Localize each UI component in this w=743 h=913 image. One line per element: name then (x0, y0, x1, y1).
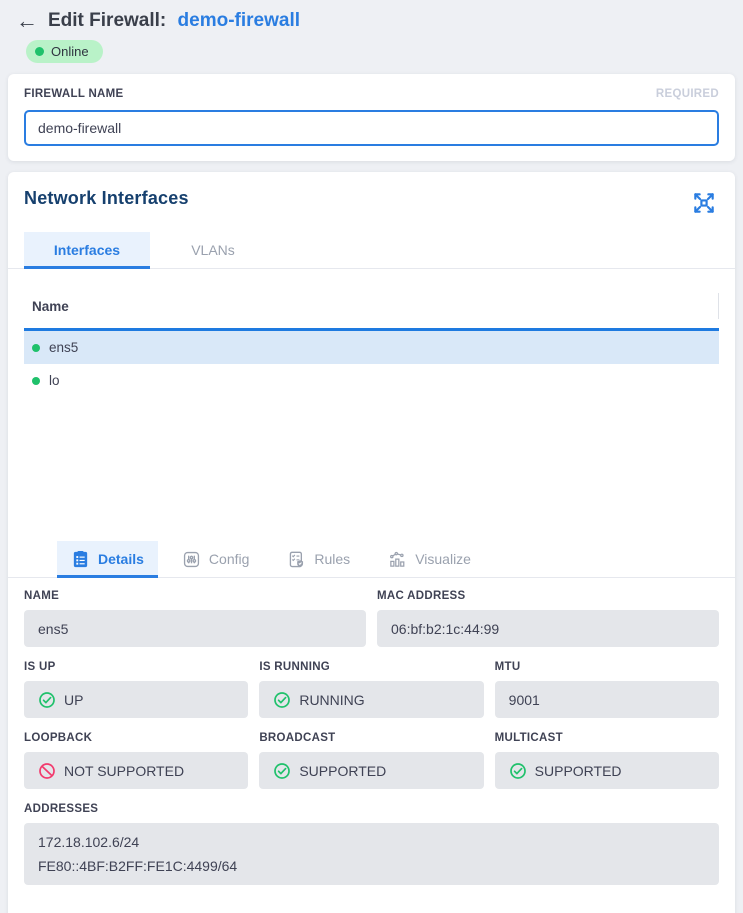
check-circle-icon (39, 691, 55, 708)
tab-vlans[interactable]: VLANs (150, 232, 276, 268)
field-loopback-value: NOT SUPPORTED (24, 752, 249, 789)
interface-up-dot-icon (32, 343, 40, 352)
field-mtu-label: MTU (494, 661, 521, 673)
field-is-up-label: IS UP (24, 661, 56, 673)
interface-name: ens5 (49, 340, 79, 355)
field-addresses-label: ADDRESSES (24, 803, 99, 815)
table-header-name[interactable]: Name (24, 285, 719, 331)
network-interfaces-card: Network Interfaces Interfaces VLANs (8, 172, 735, 913)
column-resize-handle[interactable] (718, 293, 719, 319)
page-title-text: Edit Firewall: (48, 10, 167, 31)
tab-rules-label: Rules (314, 551, 351, 567)
field-broadcast-text: SUPPORTED (299, 762, 387, 779)
check-circle-icon (509, 762, 526, 779)
firewall-name-link[interactable]: demo-firewall (177, 10, 301, 31)
field-multicast-label: MULTICAST (494, 732, 563, 744)
table-row-ens5[interactable]: ens5 (24, 331, 719, 364)
interfaces-table: Name ens5 lo (8, 285, 735, 531)
table-row-lo[interactable]: lo (24, 364, 719, 397)
field-mtu-value: 9001 (494, 681, 719, 718)
network-interfaces-title: Network Interfaces (24, 188, 189, 208)
field-multicast-text: SUPPORTED (534, 762, 622, 779)
field-broadcast-value: SUPPORTED (259, 752, 484, 789)
not-allowed-icon (39, 762, 55, 779)
field-mac-address: MAC ADDRESS 06:bf:b2:1c:44:99 (377, 590, 719, 647)
field-mac-text: 06:bf:b2:1c:44:99 (391, 620, 500, 637)
field-name-text: ens5 (38, 620, 69, 637)
tab-visualize[interactable]: Visualize (374, 541, 485, 577)
field-is-up-text: UP (64, 691, 84, 708)
clipboard-list-icon (73, 550, 88, 567)
tab-visualize-label: Visualize (415, 551, 471, 567)
field-broadcast-label: BROADCAST (259, 732, 336, 744)
status-dot-icon (35, 47, 44, 56)
chart-icon (390, 551, 405, 567)
field-multicast: MULTICAST SUPPORTED (494, 732, 719, 789)
tab-rules[interactable]: Rules (273, 541, 364, 577)
interface-tabs: Interfaces VLANs (8, 232, 735, 269)
tab-interfaces-label: Interfaces (53, 242, 121, 258)
field-is-running-value: RUNNING (259, 681, 484, 718)
field-loopback-label: LOOPBACK (24, 732, 93, 744)
field-mac-value: 06:bf:b2:1c:44:99 (377, 610, 719, 647)
page-title: Edit Firewall: demo-firewall (48, 10, 300, 32)
tab-interfaces[interactable]: Interfaces (24, 232, 150, 269)
check-circle-icon (274, 762, 291, 779)
tab-details-label: Details (98, 551, 144, 567)
address-ipv4: 172.18.102.6/24 (38, 834, 140, 850)
address-ipv6: FE80::4BF:B2FF:FE1C:4499/64 (38, 858, 238, 874)
page-header: ← Edit Firewall: demo-firewall (8, 6, 735, 32)
field-broadcast: BROADCAST SUPPORTED (259, 732, 484, 789)
required-label: REQUIRED (655, 88, 719, 100)
field-is-up-value: UP (24, 681, 249, 718)
interface-details-panel: NAME ens5 MAC ADDRESS 06:bf:b2:1c:44:99 … (8, 578, 735, 913)
field-is-running-label: IS RUNNING (259, 661, 331, 673)
check-circle-icon (274, 691, 291, 708)
status-badge: Online (26, 40, 103, 63)
status-badge-label: Online (51, 44, 89, 59)
field-mtu-text: 9001 (508, 691, 540, 708)
field-addresses: ADDRESSES 172.18.102.6/24 FE80::4BF:B2FF… (24, 803, 719, 913)
interface-up-dot-icon (32, 376, 40, 385)
field-is-running-text: RUNNING (299, 691, 365, 708)
field-mac-label: MAC ADDRESS (377, 590, 466, 602)
field-is-up: IS UP UP (24, 661, 249, 718)
interface-name: lo (49, 373, 60, 388)
field-multicast-value: SUPPORTED (494, 752, 719, 789)
field-loopback-text: NOT SUPPORTED (64, 762, 185, 779)
field-name-label: NAME (24, 590, 60, 602)
field-addresses-value: 172.18.102.6/24 FE80::4BF:B2FF:FE1C:4499… (24, 823, 719, 885)
tab-details[interactable]: Details (57, 541, 158, 578)
sliders-icon (183, 551, 200, 567)
field-is-running: IS RUNNING RUNNING (259, 661, 484, 718)
firewall-name-card: FIREWALL NAME REQUIRED (8, 74, 735, 161)
tab-vlans-label: VLANs (191, 242, 235, 258)
detail-tabs: Details Config (8, 541, 735, 578)
firewall-name-input[interactable] (24, 110, 719, 146)
field-mtu: MTU 9001 (494, 661, 719, 718)
field-name-value: ens5 (24, 610, 366, 647)
firewall-name-label: FIREWALL NAME (24, 88, 124, 100)
tab-config[interactable]: Config (168, 541, 263, 577)
expand-icon[interactable] (689, 188, 719, 218)
tab-config-label: Config (208, 551, 250, 567)
back-arrow-icon[interactable]: ← (16, 8, 38, 33)
field-name: NAME ens5 (24, 590, 366, 647)
table-header-label: Name (32, 299, 69, 314)
field-loopback: LOOPBACK NOT SUPPORTED (24, 732, 249, 789)
rules-shield-icon (290, 551, 304, 567)
